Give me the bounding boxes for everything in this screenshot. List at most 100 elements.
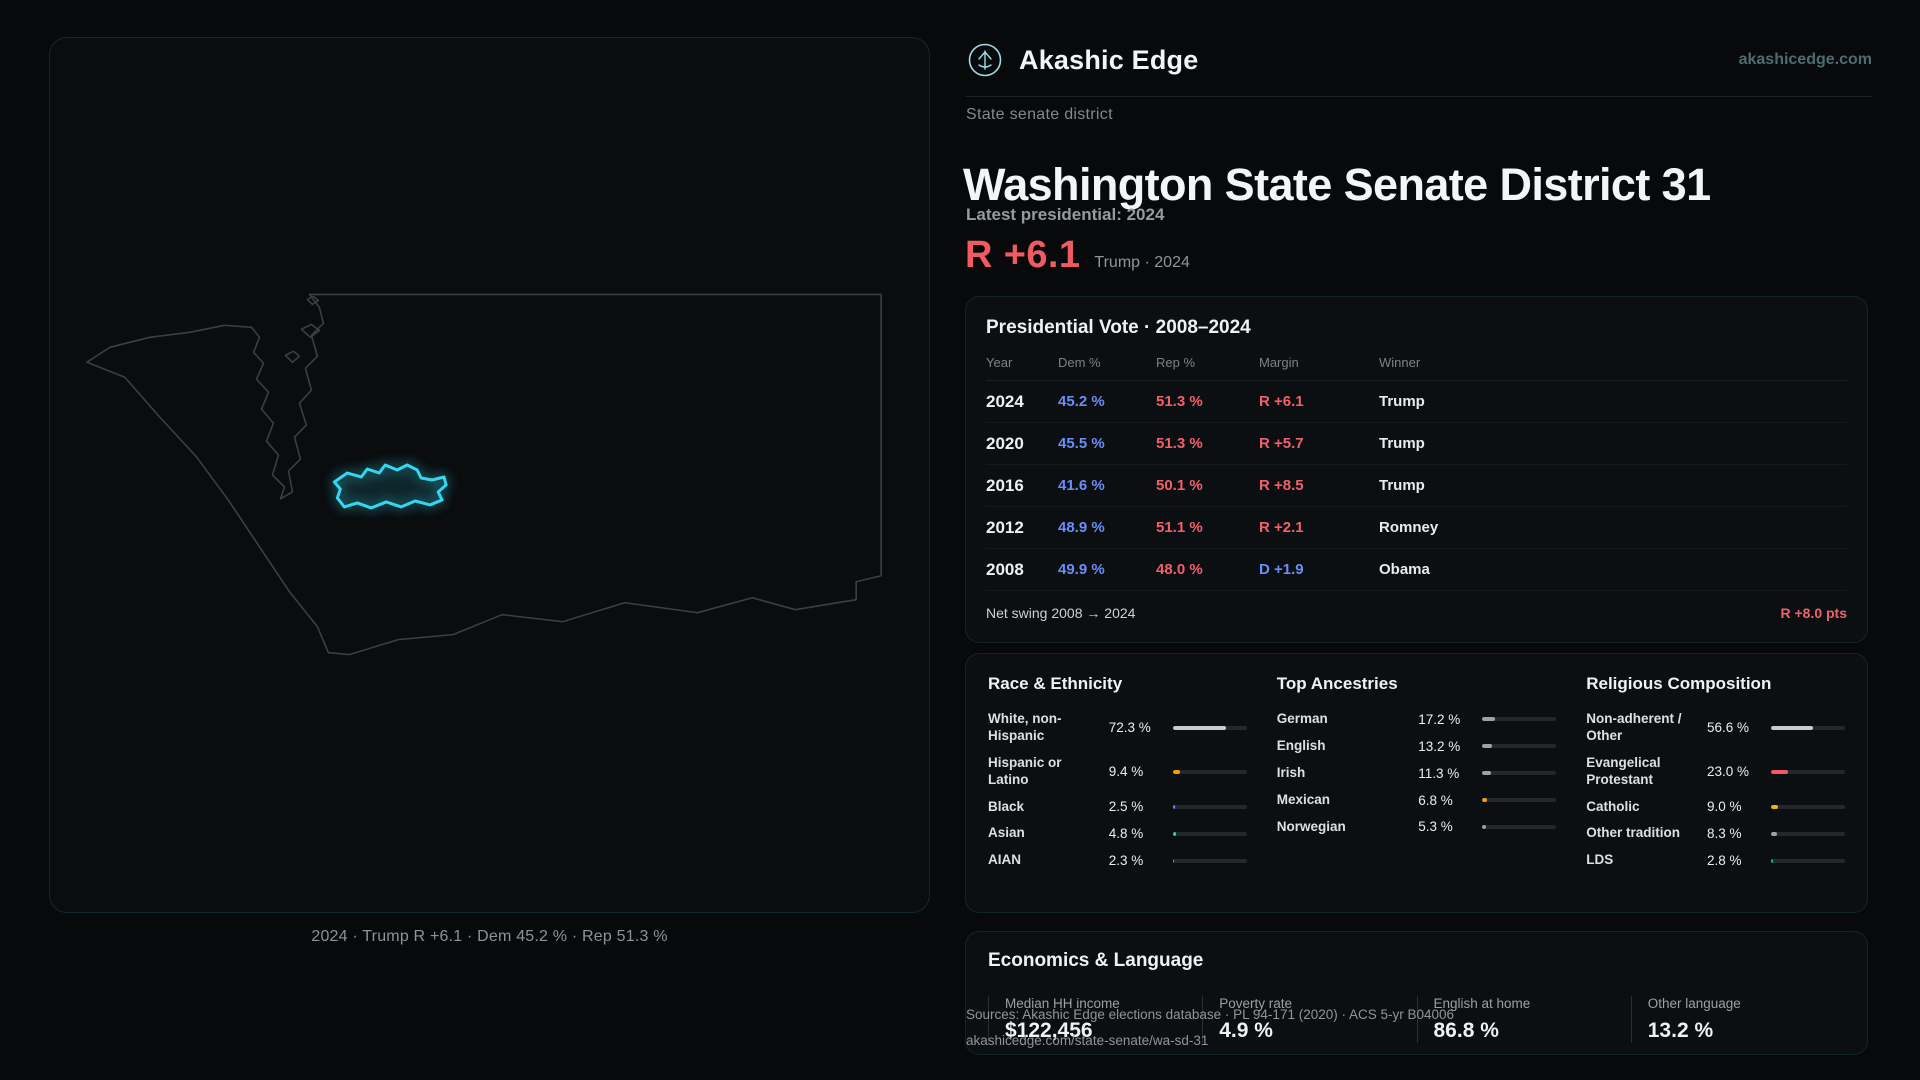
- demo-label: German: [1276, 711, 1328, 726]
- demo-value: 2.5 %: [1108, 799, 1144, 815]
- top-ancestries-section: Top Ancestries German 17.2 % English 13.…: [1276, 674, 1557, 874]
- bar-track: [1172, 769, 1247, 774]
- bar-track: [1771, 804, 1845, 809]
- demo-row: Other tradition 8.3 %: [1586, 820, 1845, 847]
- presidential-vote-card: Presidential Vote · 2008–2024 Year Dem %…: [965, 296, 1868, 643]
- section-title: Religious Composition: [1586, 674, 1772, 693]
- table-row: 2016 41.6 % 50.1 % R +8.5 Trump: [986, 465, 1847, 507]
- demo-value: 72.3 %: [1108, 720, 1151, 736]
- akashic-edge-logo-icon: [968, 43, 1002, 77]
- demo-label: Other tradition: [1586, 825, 1680, 841]
- demo-value: 4.8 %: [1108, 826, 1144, 842]
- year-cell: 2008: [986, 559, 1024, 579]
- bar-fill: [1172, 725, 1227, 730]
- demo-label: White, non-Hispanic: [988, 711, 1062, 743]
- page-footer: Sources: Akashic Edge elections database…: [966, 1002, 1454, 1055]
- bar-fill: [1482, 824, 1487, 829]
- winner-cell: Trump: [1379, 477, 1425, 494]
- demo-value: 9.4 %: [1108, 764, 1144, 780]
- demo-label: Black: [988, 798, 1025, 814]
- demo-label: AIAN: [988, 852, 1021, 868]
- col-winner: Winner: [1379, 355, 1421, 370]
- margin-cell: R +8.5: [1259, 477, 1304, 494]
- demo-row: LDS 2.8 %: [1586, 847, 1845, 874]
- demo-label: Mexican: [1276, 791, 1331, 807]
- bar-track: [1172, 858, 1247, 863]
- demo-value: 23.0 %: [1707, 764, 1750, 780]
- bar-fill: [1482, 744, 1492, 749]
- year-cell: 2020: [986, 433, 1024, 453]
- demo-row: Hispanic or Latino 9.4 %: [988, 750, 1247, 794]
- stat-label: Median HH income: [1005, 996, 1120, 1011]
- header-divider: [965, 96, 1872, 97]
- table-row: 2008 49.9 % 48.0 % D +1.9 Obama: [986, 549, 1847, 591]
- stat-value: 13.2 %: [1647, 1019, 1714, 1042]
- winner-cell: Trump: [1379, 435, 1425, 452]
- latest-presidential-label: Latest presidential: 2024: [966, 205, 1165, 224]
- demo-row: Irish 11.3 %: [1276, 760, 1557, 787]
- highlighted-district-31[interactable]: [332, 463, 448, 510]
- demo-row: Catholic 9.0 %: [1586, 794, 1845, 821]
- col-margin: Margin: [1259, 355, 1299, 370]
- bar-track: [1771, 769, 1845, 774]
- demo-row: White, non-Hispanic 72.3 %: [988, 706, 1247, 750]
- demo-value: 2.8 %: [1707, 853, 1742, 869]
- economics-stats-row: Median HH income $122,456 Poverty rate 4…: [988, 996, 1845, 1043]
- rep-cell: 48.0 %: [1156, 561, 1203, 578]
- winner-cell: Trump: [1379, 393, 1425, 410]
- demo-row: Evangelical Protestant 23.0 %: [1586, 750, 1845, 794]
- demo-label: Asian: [988, 825, 1025, 841]
- bar-track: [1771, 725, 1845, 730]
- demo-label: Catholic: [1586, 798, 1640, 814]
- year-cell: 2016: [986, 475, 1024, 495]
- demo-value: 2.3 %: [1108, 853, 1144, 869]
- sources-note: Sources: Akashic Edge elections database…: [966, 1007, 1455, 1022]
- dem-cell: 45.2 %: [1058, 393, 1105, 410]
- demo-label: Norwegian: [1276, 818, 1346, 834]
- bar-track: [1771, 831, 1845, 836]
- stat-median-hh-income: Median HH income $122,456: [988, 996, 1202, 1043]
- bar-track: [1482, 798, 1557, 803]
- bar-track: [1482, 824, 1557, 829]
- religious-composition-section: Religious Composition Non-adherent / Oth…: [1586, 674, 1845, 874]
- washington-state-map: [86, 293, 882, 656]
- stat-value: 86.8 %: [1433, 1019, 1499, 1042]
- demo-value: 8.3 %: [1707, 826, 1742, 842]
- permalink[interactable]: akashicedge.com/state-senate/wa-sd-31: [966, 1033, 1209, 1049]
- hero-margin-detail: Trump · 2024: [1094, 254, 1190, 271]
- margin-cell: D +1.9: [1259, 561, 1304, 578]
- year-cell: 2012: [986, 517, 1024, 537]
- stat-poverty-rate: Poverty rate 4.9 %: [1202, 996, 1416, 1043]
- demo-row: German 17.2 %: [1276, 706, 1557, 733]
- winner-cell: Romney: [1379, 519, 1439, 536]
- demo-label: Evangelical Protestant: [1586, 754, 1661, 787]
- bar-fill: [1482, 771, 1491, 776]
- table-row: 2024 45.2 % 51.3 % R +6.1 Trump: [986, 381, 1847, 423]
- hero-margin: R +6.1 Trump · 2024: [965, 234, 1190, 277]
- site-domain-link[interactable]: akashicedge.com: [1738, 51, 1872, 68]
- stat-value: $122,456: [1005, 1019, 1093, 1042]
- col-rep: Rep %: [1156, 355, 1196, 370]
- economics-language-card: Economics & Language Median HH income $1…: [965, 931, 1868, 1055]
- winner-cell: Obama: [1379, 561, 1430, 578]
- map-caption: 2024 · Trump R +6.1 · Dem 45.2 % · Rep 5…: [311, 928, 668, 945]
- bar-fill: [1482, 798, 1488, 803]
- rep-cell: 51.3 %: [1156, 393, 1203, 410]
- demo-label: Irish: [1276, 764, 1306, 780]
- demo-row: Black 2.5 %: [988, 794, 1247, 821]
- demo-value: 11.3 %: [1418, 765, 1460, 781]
- col-year: Year: [986, 355, 1013, 370]
- dem-cell: 48.9 %: [1058, 519, 1105, 536]
- bar-track: [1771, 858, 1845, 863]
- site-header: Akashic Edge akashicedge.com: [965, 32, 1872, 88]
- dem-cell: 41.6 %: [1058, 477, 1105, 494]
- margin-cell: R +6.1: [1259, 393, 1304, 410]
- bar-fill: [1771, 804, 1778, 809]
- section-title: Race & Ethnicity: [988, 674, 1123, 693]
- demo-value: 9.0 %: [1707, 799, 1742, 815]
- rep-cell: 50.1 %: [1156, 477, 1203, 494]
- table-header-row: Year Dem % Rep % Margin Winner: [986, 355, 1847, 381]
- demo-value: 13.2 %: [1418, 738, 1461, 754]
- col-dem: Dem %: [1058, 355, 1101, 370]
- net-swing-row: Net swing 2008 → 2024 R +8.0 pts: [986, 591, 1847, 635]
